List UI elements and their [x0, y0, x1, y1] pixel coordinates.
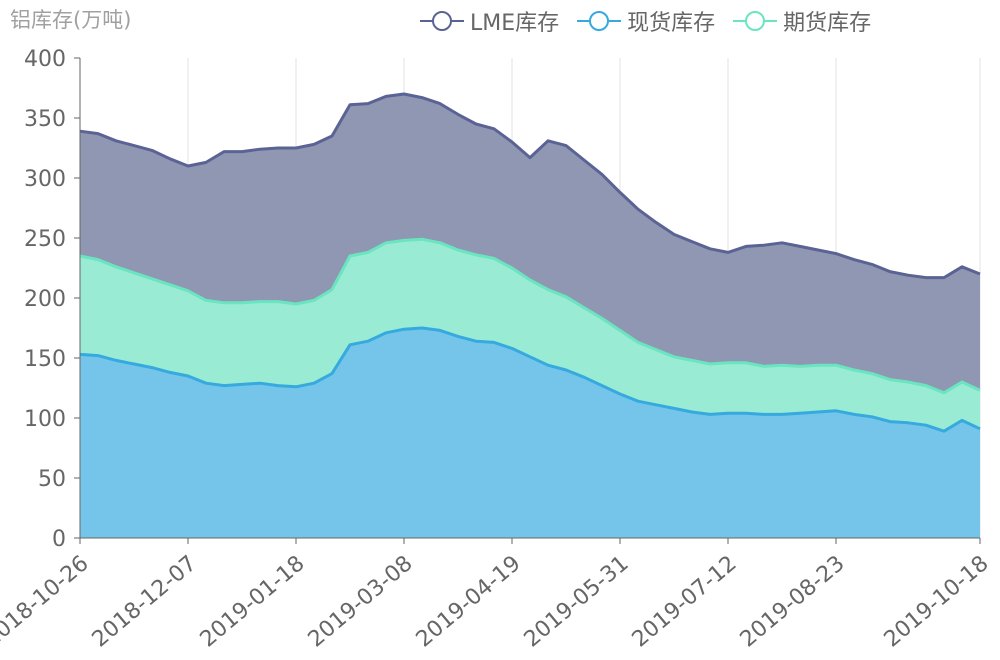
- y-tick-label: 150: [24, 347, 66, 372]
- legend-marker-lme: [420, 11, 464, 31]
- series-line-1: [79, 237, 981, 395]
- y-tick-label: 250: [24, 227, 66, 252]
- x-tick-label: 2019-01-18: [196, 551, 310, 652]
- legend: LME库存 现货库存 期货库存: [420, 4, 871, 38]
- legend-item-futures[interactable]: 期货库存: [733, 5, 871, 37]
- x-tick-label: 2019-08-23: [736, 551, 850, 652]
- legend-item-spot[interactable]: 现货库存: [577, 5, 715, 37]
- y-tick-label: 200: [24, 287, 66, 312]
- x-tick-label: 2019-05-31: [520, 551, 634, 652]
- legend-marker-spot: [577, 11, 622, 31]
- legend-label-futures: 期货库存: [783, 11, 872, 36]
- y-tick-label: 0: [52, 527, 66, 552]
- legend-label-lme: LME库存: [470, 11, 560, 36]
- x-tick-label: 2019-07-12: [628, 551, 742, 652]
- y-tick-label: 300: [24, 167, 66, 192]
- x-tick-label: 2019-04-19: [412, 551, 526, 652]
- y-axis-unit-label: 铝库存(万吨): [10, 8, 132, 32]
- legend-item-lme[interactable]: LME库存: [420, 5, 559, 37]
- y-tick-label: 350: [24, 107, 66, 132]
- x-tick-label: 2019-03-08: [304, 551, 418, 652]
- y-tick-label: 100: [24, 407, 66, 432]
- x-tick-label: 2018-12-07: [88, 551, 202, 652]
- series-line-0: [79, 92, 981, 280]
- legend-label-spot: 现货库存: [627, 11, 716, 36]
- x-tick-label: 2019-10-18: [880, 551, 994, 652]
- y-tick-label: 400: [24, 47, 66, 72]
- y-tick-label: 50: [38, 467, 66, 492]
- x-tick-label: 2018-10-26: [0, 551, 94, 652]
- legend-marker-futures: [733, 11, 778, 31]
- area-2: [80, 328, 980, 538]
- series-line-2: [79, 326, 981, 433]
